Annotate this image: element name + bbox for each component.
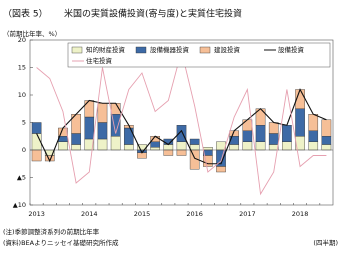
- legend-label: 設備機器投資: [150, 45, 190, 54]
- bar: [31, 149, 42, 162]
- x-tick-label: 2015: [134, 210, 151, 218]
- bar: [31, 133, 42, 151]
- bar: [58, 141, 68, 151]
- bar: [84, 116, 95, 140]
- bar: [203, 147, 213, 151]
- bar: [308, 130, 319, 142]
- bar: [71, 144, 81, 151]
- bar: [176, 125, 187, 142]
- bar: [268, 122, 279, 134]
- y-tick-label: ▲10: [13, 201, 26, 209]
- bar: [255, 141, 266, 151]
- x-unit: (四半期): [313, 238, 338, 247]
- bar: [242, 130, 253, 142]
- y-tick-label: 15: [18, 64, 26, 72]
- bar: [123, 144, 134, 151]
- bar: [110, 136, 121, 151]
- bar: [268, 133, 279, 145]
- legend-box: [67, 42, 331, 68]
- legend-label: 建設投資: [214, 45, 241, 54]
- bar: [255, 125, 266, 142]
- legend-swatch: [71, 46, 83, 54]
- bar: [31, 122, 42, 134]
- bar: [242, 141, 253, 151]
- bar: [176, 149, 187, 156]
- figure-label: （図表 5）: [3, 8, 48, 20]
- bar: [189, 144, 200, 151]
- bar: [242, 119, 253, 131]
- y-tick-label: ▲5: [17, 174, 26, 182]
- bar: [189, 138, 200, 145]
- bar: [216, 166, 226, 173]
- bar: [176, 141, 187, 151]
- bar: [150, 141, 160, 148]
- bar: [203, 155, 213, 167]
- bar: [282, 141, 292, 151]
- x-tick-label: 2013: [28, 210, 45, 218]
- legend-swatch: [199, 46, 211, 54]
- bar: [229, 144, 240, 151]
- bar: [84, 100, 95, 118]
- y-axis-label: （前期比年率、%）: [3, 29, 61, 38]
- bar: [163, 149, 174, 156]
- legend-label: 知的財産投資: [86, 45, 126, 54]
- x-tick-label: 2017: [239, 210, 256, 218]
- bar: [97, 103, 108, 123]
- bar: [295, 108, 305, 137]
- x-tick-label: 2016: [186, 210, 203, 218]
- x-tick-label: 2018: [292, 210, 309, 218]
- y-tick-label: 5: [22, 119, 26, 127]
- bar: [282, 125, 292, 142]
- note: (注)季節調整済系列の前期比年率: [3, 227, 100, 236]
- chart-title: 米国の実質設備投資(寄与度)と実質住宅投資: [64, 8, 242, 20]
- bar: [163, 144, 174, 151]
- bar: [97, 138, 108, 151]
- legend-label: 住宅投資: [86, 56, 113, 65]
- bar: [71, 133, 81, 145]
- bar: [308, 141, 319, 151]
- source: (資料)BEAよりニッセイ基礎研究所作成: [3, 238, 119, 247]
- bar: [123, 127, 134, 145]
- bar: [97, 122, 108, 140]
- legend-swatch: [135, 46, 147, 54]
- y-tick-label: 20: [18, 36, 26, 44]
- line: [36, 88, 327, 165]
- bar: [150, 147, 160, 151]
- y-tick-label: 0: [22, 146, 26, 154]
- legend-label: 設備投資: [278, 45, 305, 54]
- bar: [308, 114, 319, 131]
- bar: [321, 144, 332, 151]
- bar: [321, 136, 332, 145]
- y-tick-label: 10: [18, 91, 26, 99]
- bar: [321, 119, 332, 137]
- x-tick-label: 2014: [81, 210, 98, 218]
